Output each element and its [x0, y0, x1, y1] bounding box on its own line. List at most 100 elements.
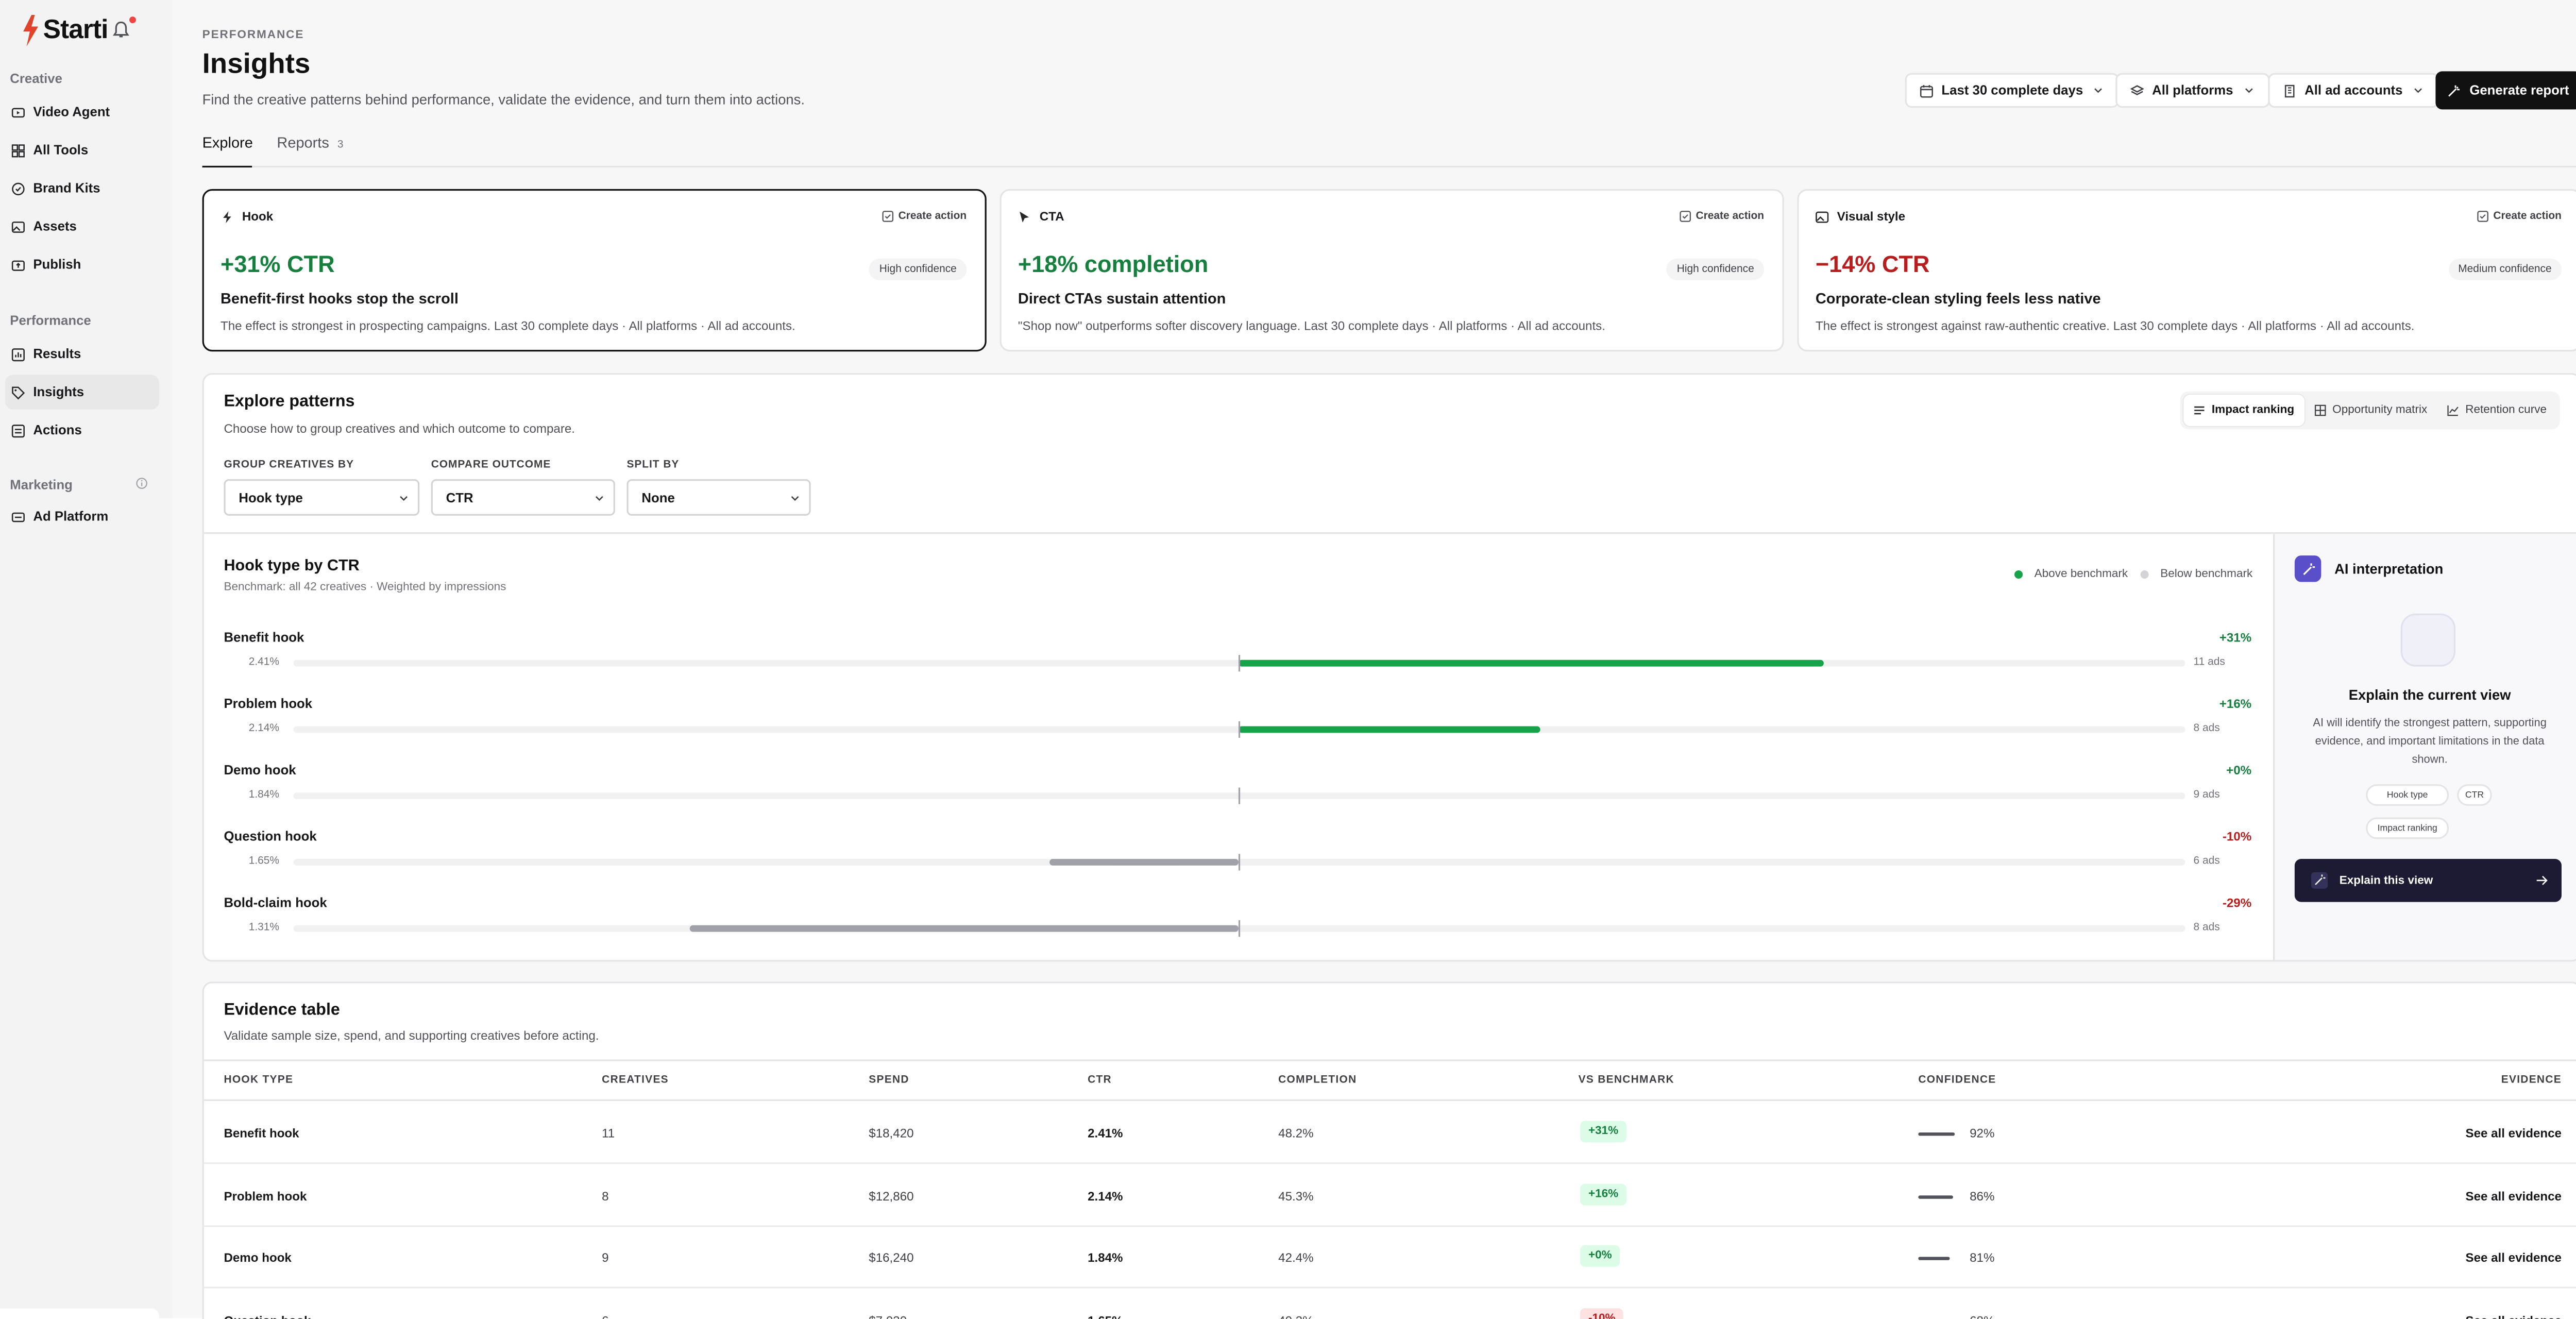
- sidebar-item-insights[interactable]: Insights: [5, 375, 159, 410]
- create-action-button[interactable]: Create action: [2477, 211, 2562, 222]
- insight-card-cta[interactable]: CTA Create action +18% completion High c…: [999, 189, 1784, 352]
- column-header[interactable]: CREATIVES: [602, 1074, 669, 1086]
- ai-heading: Explain the current view: [2348, 686, 2511, 703]
- view-retention-curve[interactable]: Retention curve: [2437, 395, 2557, 426]
- tab-count-badge: 3: [337, 139, 344, 151]
- chart-bar[interactable]: [1238, 726, 1541, 733]
- insight-card-hook[interactable]: Hook Create action +31% CTR High confide…: [202, 189, 987, 352]
- chart-delta-label: -29%: [2222, 895, 2252, 910]
- bell-icon[interactable]: [111, 20, 131, 40]
- chart-category-label: Problem hook: [224, 696, 313, 712]
- column-header[interactable]: CONFIDENCE: [1918, 1074, 1996, 1086]
- sidebar-item-video-agent[interactable]: Video Agent: [5, 94, 159, 129]
- chart-ads-label: 8 ads: [2193, 922, 2220, 934]
- compare-outcome-select[interactable]: CTR: [431, 479, 615, 516]
- chart-bar[interactable]: [690, 925, 1239, 932]
- view-impact-ranking[interactable]: Impact ranking: [2183, 394, 2304, 427]
- group-by-label: GROUP CREATIVES BY: [224, 459, 354, 471]
- chart-ctr-label: 1.31%: [248, 922, 280, 934]
- table-row[interactable]: Question hook 6 $7,030 1.65% 40.3% -10% 68% See…: [204, 1289, 2576, 1319]
- see-all-evidence-link[interactable]: See all evidence: [2465, 1312, 2561, 1319]
- cell-confidence: 81%: [1970, 1250, 1995, 1265]
- view-opportunity-matrix[interactable]: Opportunity matrix: [2304, 395, 2437, 426]
- panel-divider: [204, 532, 2576, 534]
- chevron-down-icon: [791, 496, 799, 501]
- sidebar-item-label: Ad Platform: [33, 509, 109, 524]
- chart-delta-label: -10%: [2222, 829, 2252, 844]
- table-row[interactable]: Problem hook 8 $12,860 2.14% 45.3% +16% 86% See…: [204, 1165, 2576, 1226]
- sidebar-item-label: Insights: [33, 384, 84, 400]
- legend-dot-above: [2014, 570, 2023, 579]
- cell-creatives: 8: [602, 1188, 609, 1203]
- card-detail: "Shop now" outperforms softer discovery …: [1018, 318, 1605, 333]
- sidebar-item-publish[interactable]: Publish: [5, 247, 159, 282]
- column-header[interactable]: VS BENCHMARK: [1578, 1074, 1674, 1086]
- sidebar-item-results[interactable]: Results: [5, 336, 159, 371]
- sparkle-wand-icon: [2311, 872, 2328, 889]
- cell-spend: $16,240: [869, 1250, 914, 1265]
- generate-report-button[interactable]: Generate report: [2435, 71, 2576, 110]
- explain-view-button[interactable]: Explain this view: [2294, 858, 2562, 902]
- view-label: Impact ranking: [2211, 404, 2295, 416]
- column-header[interactable]: CTR: [1088, 1074, 1112, 1086]
- create-action-button[interactable]: Create action: [1679, 211, 1764, 222]
- see-all-evidence-link[interactable]: See all evidence: [2465, 1188, 2562, 1203]
- cell-confidence: 92%: [1970, 1126, 1995, 1141]
- see-all-evidence-link[interactable]: See all evidence: [2465, 1126, 2562, 1141]
- list-icon: [2194, 406, 2205, 415]
- sparkle-wand-icon: [2449, 84, 2461, 96]
- group-by-select[interactable]: Hook type: [224, 479, 420, 516]
- chart-delta-label: +31%: [2219, 630, 2252, 645]
- chart-bar[interactable]: [1238, 660, 1825, 667]
- tab-reports[interactable]: Reports 3: [277, 134, 343, 167]
- info-icon[interactable]: [136, 478, 148, 489]
- table-row[interactable]: Demo hook 9 $16,240 1.84% 42.4% +0% 81% See all…: [204, 1227, 2576, 1289]
- tab-explore[interactable]: Explore: [202, 134, 253, 168]
- sidebar-item-assets[interactable]: Assets: [5, 209, 159, 244]
- sidebar: Starti Creative Video Agent All Tools Br…: [0, 0, 173, 1318]
- column-header[interactable]: SPEND: [869, 1074, 909, 1086]
- chart-ctr-label: 1.65%: [248, 855, 280, 868]
- account-filter[interactable]: All ad accounts: [2268, 73, 2439, 108]
- cell-ctr: 2.14%: [1088, 1188, 1123, 1203]
- ai-body: AI will identify the strongest pattern, …: [2313, 718, 2547, 766]
- chevron-down-icon: [2245, 88, 2253, 93]
- vs-benchmark-badge: +31%: [1580, 1121, 1627, 1143]
- create-action-label: Create action: [898, 210, 967, 223]
- image-icon: [11, 221, 25, 232]
- create-action-button[interactable]: Create action: [882, 210, 967, 223]
- split-by-select[interactable]: None: [626, 479, 811, 516]
- brand-name: Starti: [43, 15, 109, 44]
- sidebar-item-actions[interactable]: Actions: [5, 413, 159, 448]
- vs-benchmark-badge: +0%: [1580, 1245, 1620, 1267]
- column-header[interactable]: HOOK TYPE: [224, 1074, 294, 1086]
- chart-category-label: Question hook: [224, 829, 317, 844]
- arrow-right-icon: [2536, 875, 2548, 885]
- platform-filter[interactable]: All platforms: [2115, 73, 2270, 108]
- brand-logo[interactable]: Starti: [20, 14, 109, 47]
- see-all-evidence-link[interactable]: See all evidence: [2465, 1250, 2562, 1265]
- platform-filter-label: All platforms: [2152, 82, 2233, 98]
- building-icon: [2284, 84, 2295, 97]
- ai-placeholder-icon: [2400, 613, 2456, 667]
- chart-ctr-label: 1.84%: [248, 789, 280, 801]
- tab-label: Explore: [202, 134, 253, 151]
- chart-icon: [11, 347, 25, 361]
- sidebar-item-brand-kits[interactable]: Brand Kits: [5, 171, 159, 206]
- table-row[interactable]: Benefit hook 11 $18,420 2.41% 48.2% +31% 92% Se…: [204, 1103, 2576, 1164]
- upload-icon: [11, 259, 25, 270]
- card-metric: −14% CTR: [1815, 250, 1930, 277]
- card-category-label: Visual style: [1837, 209, 1906, 224]
- confidence-bar: [1918, 1257, 1951, 1260]
- chart-bar[interactable]: [1049, 858, 1239, 866]
- chevron-down-icon: [2414, 88, 2422, 93]
- date-filter[interactable]: Last 30 complete days: [1905, 73, 2120, 108]
- sidebar-item-ad-platform[interactable]: Ad Platform: [5, 499, 159, 534]
- chart-category-label: Benefit hook: [224, 630, 304, 645]
- confidence-bar: [1918, 1132, 1955, 1136]
- checkbox-icon: [1679, 211, 1691, 222]
- nav-section-performance: Performance: [10, 313, 91, 329]
- insight-card-visual-style[interactable]: Visual style Create action −14% CTR Medi…: [1797, 189, 2576, 352]
- sidebar-item-all-tools[interactable]: All Tools: [5, 132, 159, 167]
- column-header[interactable]: COMPLETION: [1278, 1074, 1357, 1086]
